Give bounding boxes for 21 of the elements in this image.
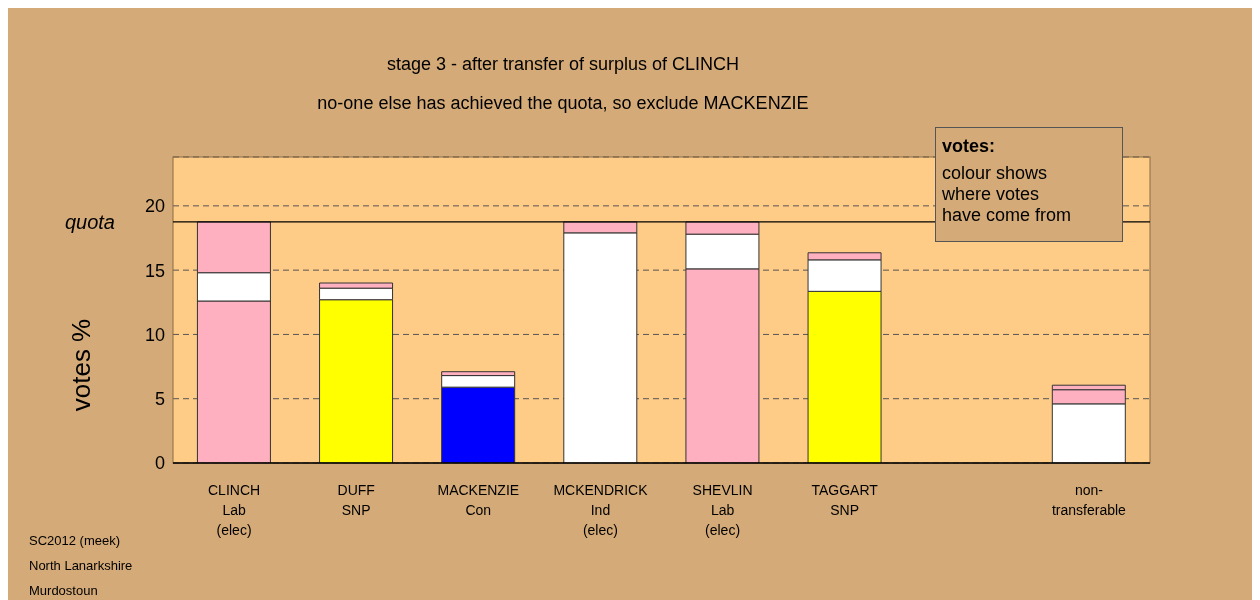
x-tick-label: DUFF SNP — [337, 482, 375, 518]
note-box: votes: colour shows where votes have come from — [935, 127, 1123, 242]
y-tick-label: 5 — [154, 389, 165, 410]
y-axis-title: votes % — [66, 318, 96, 412]
annotation: colour shows where votes have come from — [942, 163, 1073, 226]
x-tick-label: non- transferable — [1051, 482, 1127, 518]
y-tick-label: 20 — [144, 196, 165, 217]
y-tick-label: 0 — [154, 453, 165, 474]
chart-title: stage 3 - after transfer of surplus of CLINCH — [385, 54, 741, 75]
y-tick-label: 15 — [144, 260, 165, 281]
x-tick-label: MCKENDRICK Ind (elec) — [553, 482, 649, 538]
chart-subtitle: no-one else has achieved the quota, so exclude MACKENZIE — [316, 93, 810, 114]
x-tick-label: MACKENZIE Con — [437, 482, 520, 518]
x-tick-label: SHEVLIN Lab (elec) — [692, 482, 753, 538]
text: SC2012 (meek) — [29, 533, 121, 548]
ref-line-label: quota — [64, 211, 115, 234]
x-tick-label: CLINCH Lab (elec) — [208, 482, 261, 538]
x-tick-label: TAGGART SNP — [811, 482, 879, 518]
text: North Lanarkshire — [29, 558, 133, 573]
text: Murdostoun — [29, 583, 98, 598]
y-tick-label: 10 — [144, 324, 165, 345]
